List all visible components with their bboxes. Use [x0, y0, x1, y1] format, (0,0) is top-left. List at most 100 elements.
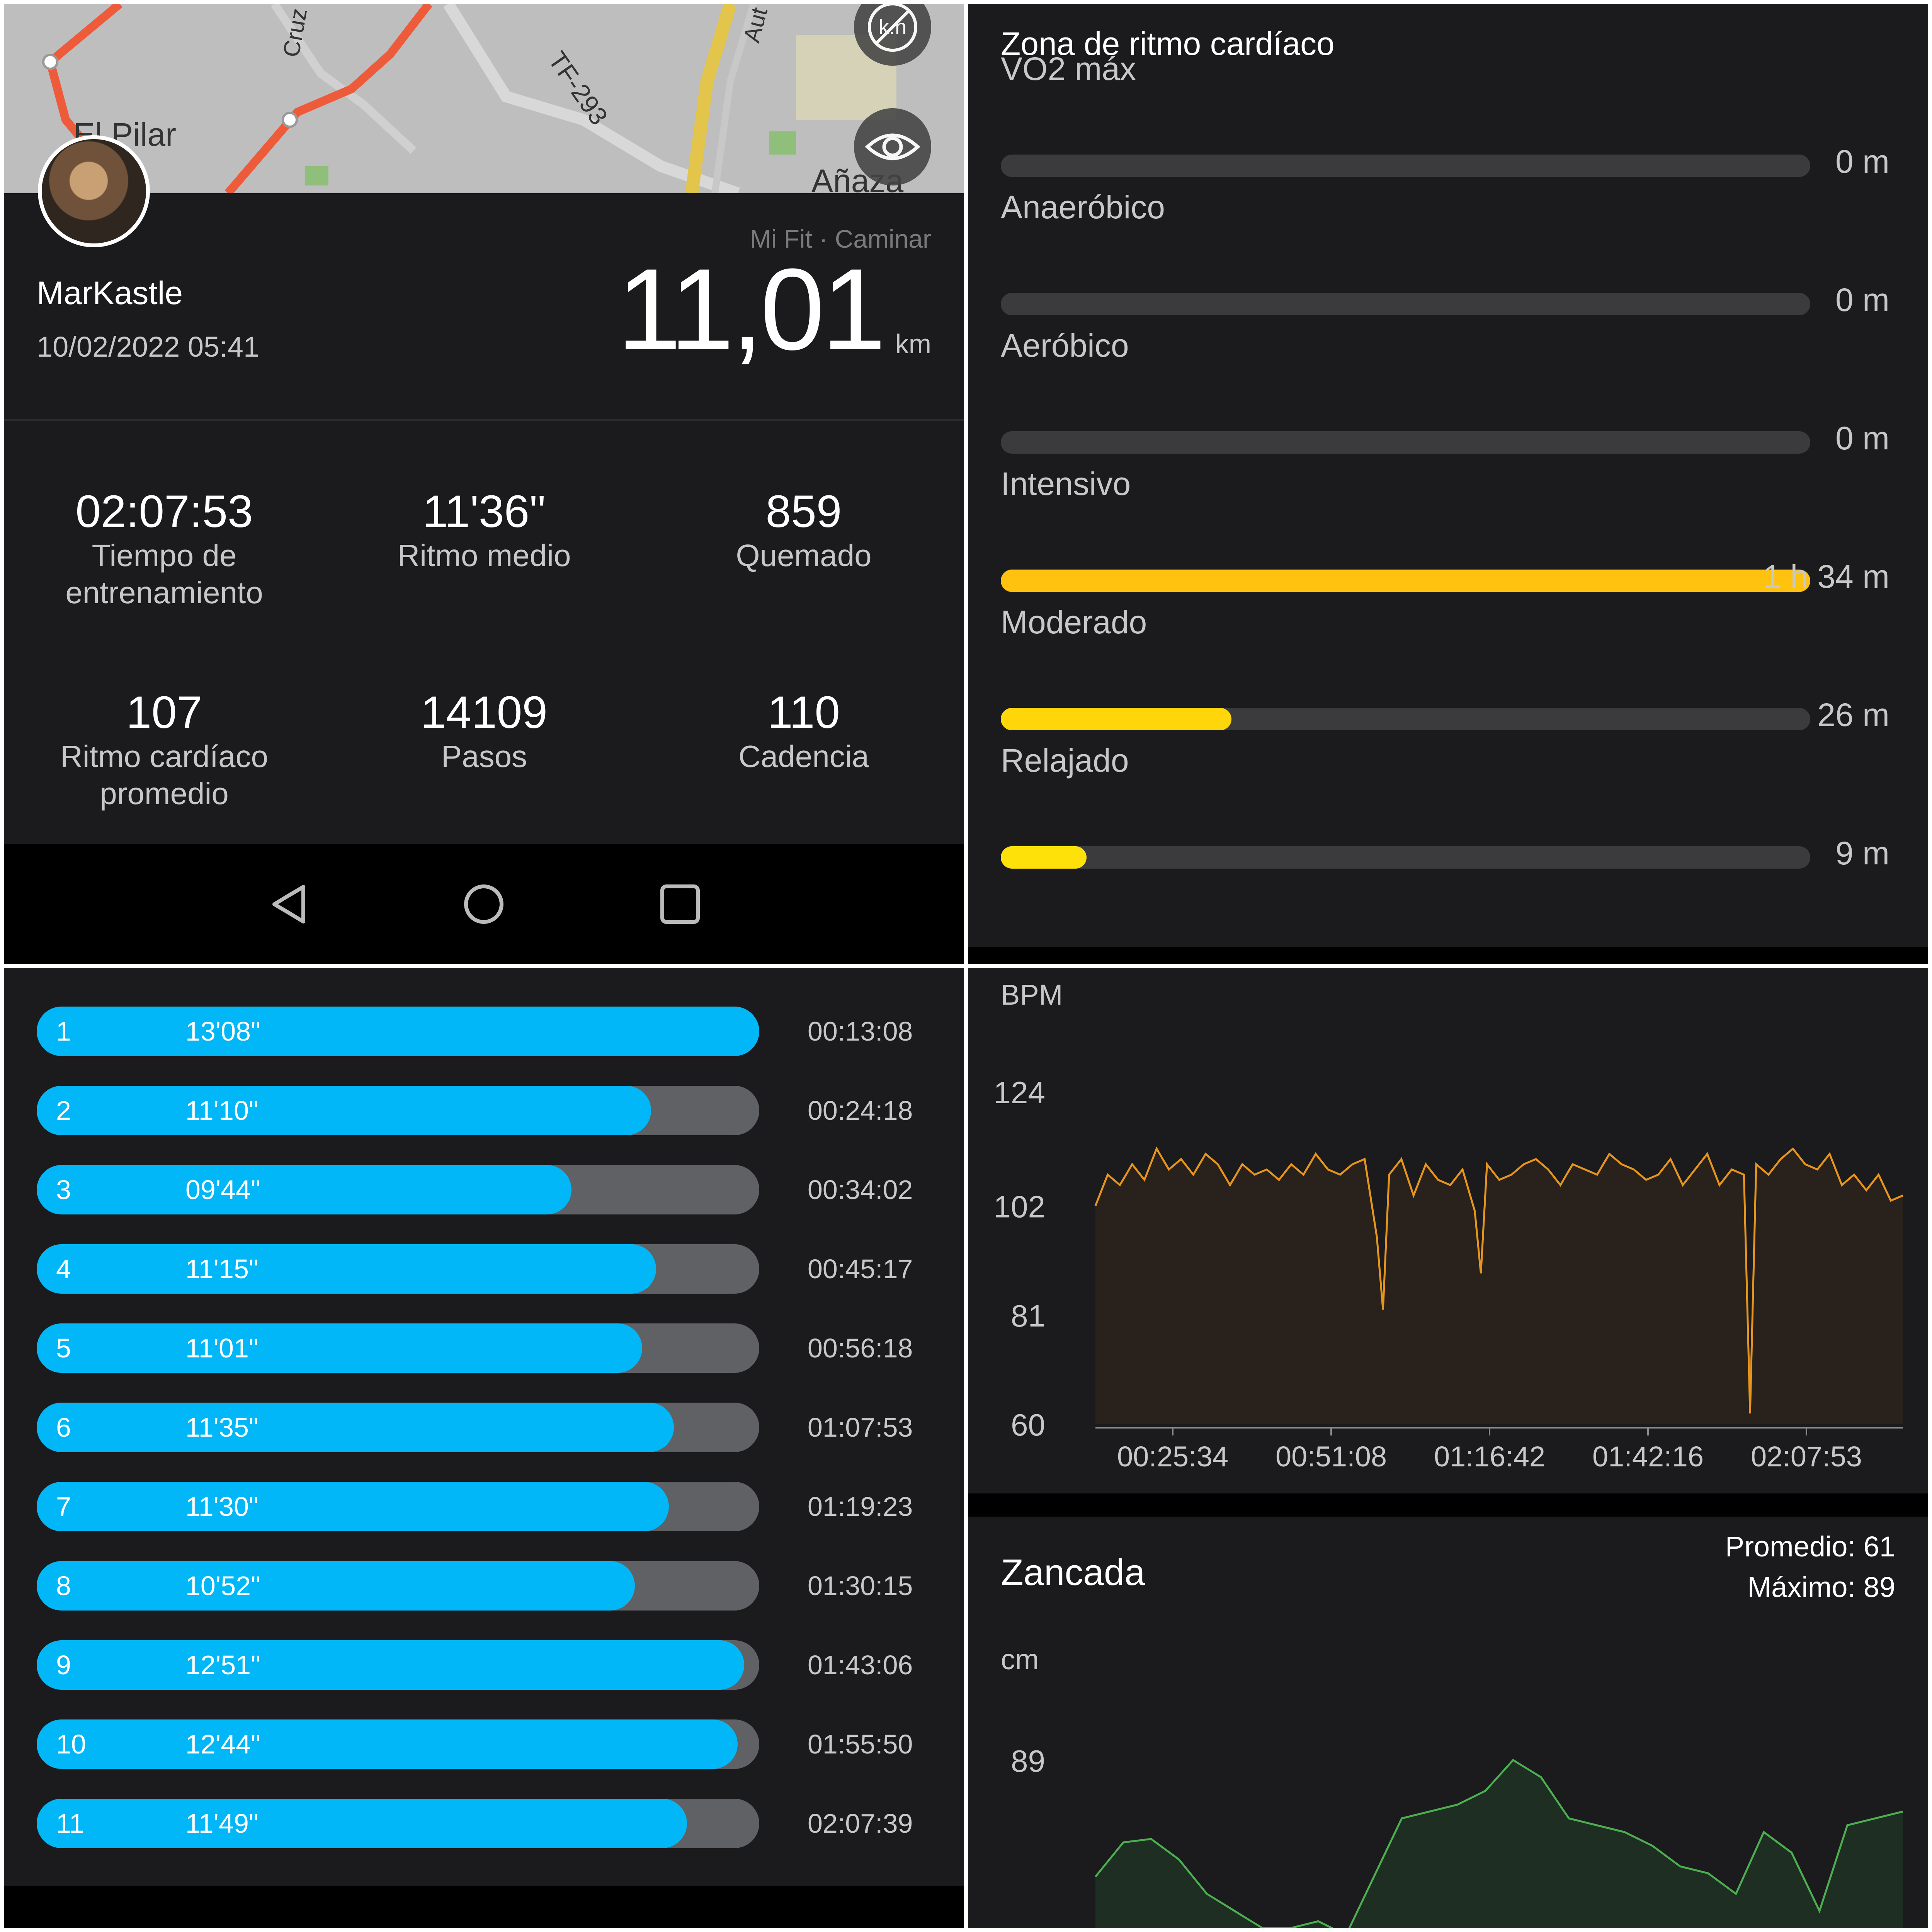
zone-value: 9 m: [1835, 835, 1889, 871]
zone-label: Intensivo: [1001, 466, 1131, 502]
zone-value: 0 m: [1835, 282, 1889, 318]
lap-bar-fill: [37, 1561, 635, 1611]
eye-icon[interactable]: [854, 108, 931, 185]
lap-number: 4: [56, 1254, 71, 1284]
y-tick-label: 89: [1011, 1744, 1045, 1778]
lap-bar[interactable]: 10 12'44": [37, 1719, 759, 1769]
stride-chart: cm 89: [1001, 1643, 1903, 1928]
lap-bar[interactable]: 9 12'51": [37, 1640, 759, 1690]
stat-average-heart-rate: 107 Ritmo cardíaco promedio: [17, 687, 311, 812]
lap-pace: 11'30": [185, 1492, 259, 1522]
lap-bar[interactable]: 5 11'01": [37, 1323, 759, 1373]
zone-fill: [1001, 846, 1087, 869]
zone-track: [1001, 155, 1810, 177]
lap-bar[interactable]: 6 11'35": [37, 1403, 759, 1452]
avatar[interactable]: [38, 135, 150, 247]
x-tick-label: 01:16:42: [1434, 1440, 1545, 1473]
zone-value: 0 m: [1835, 420, 1889, 456]
zone-track: [1001, 846, 1810, 869]
zone-value: 26 m: [1817, 697, 1889, 733]
lap-number: 9: [56, 1650, 71, 1680]
stat-cadence: 110 Cadencia: [657, 687, 951, 775]
stat-steps: 14109 Pasos: [337, 687, 631, 775]
stat-value: 11'36": [422, 486, 546, 537]
stat-average-pace: 11'36" Ritmo medio: [337, 486, 631, 574]
lap-cumulative-time: 01:19:23: [808, 1492, 913, 1522]
stride-average: Promedio: 61: [1725, 1531, 1895, 1563]
lap-bar-fill: [37, 1719, 738, 1769]
lap-cumulative-time: 01:30:15: [808, 1571, 913, 1601]
x-tick-label: 00:51:08: [1276, 1440, 1387, 1473]
stat-label: Pasos: [441, 739, 527, 774]
panel-bottom-strip: [4, 1886, 964, 1928]
lap-pace: 12'44": [185, 1729, 260, 1759]
stride-area-fill: [1095, 1760, 1903, 1928]
zone-label: Moderado: [1001, 604, 1147, 640]
distance-unit: km: [895, 329, 931, 359]
km-toggle-icon[interactable]: k.n: [854, 4, 931, 66]
lap-bar-fill: [37, 1323, 642, 1373]
x-tick-label: 00:25:34: [1117, 1440, 1228, 1473]
zone-label: Aeróbico: [1001, 327, 1129, 364]
lap-pace: 11'15": [185, 1254, 259, 1284]
charts-panel: BPM 124 102 81 60 00:25:34 00:51:08 01:16:42 01…: [968, 968, 1928, 1928]
lap-bar[interactable]: 2 11'10": [37, 1086, 759, 1135]
lap-bar[interactable]: 8 10'52": [37, 1561, 759, 1611]
lap-bar[interactable]: 4 11'15": [37, 1244, 759, 1294]
lap-cumulative-time: 00:56:18: [808, 1333, 913, 1363]
stat-label: Tiempo de: [92, 538, 237, 573]
heart-rate-chart: BPM 124 102 81 60 00:25:34 00:51:08 01:16:42 01…: [994, 979, 1903, 1473]
lap-bar-fill: [37, 1482, 669, 1531]
lap-bar-fill: [37, 1165, 571, 1214]
x-tick-label: 01:42:16: [1592, 1440, 1704, 1473]
x-tick-label: 02:07:53: [1751, 1440, 1862, 1473]
lap-cumulative-time: 01:55:50: [808, 1729, 913, 1759]
stat-value: 107: [126, 687, 202, 738]
lap-bar-fill: [37, 1403, 674, 1452]
lap-number: 11: [56, 1808, 84, 1838]
lap-bar-fill: [37, 1799, 687, 1848]
stat-calories: 859 Quemado: [657, 486, 951, 574]
lap-pace: 11'49": [185, 1808, 259, 1838]
hr-series-line: [1094, 1146, 1903, 1414]
stat-training-time: 02:07:53 Tiempo de entrenamiento: [17, 486, 311, 611]
y-tick-label: 124: [994, 1075, 1045, 1110]
stat-label: Ritmo medio: [397, 538, 571, 573]
hr-zones-title: Zona de ritmo cardíaco: [1001, 26, 1335, 62]
route-map[interactable]: El Pilar TF-293 Añaza Cruz Aut k.n: [4, 4, 964, 193]
stat-value: 110: [767, 687, 840, 738]
lap-pace: 11'35": [185, 1412, 259, 1442]
lap-number: 10: [56, 1729, 86, 1759]
zone-track: [1001, 293, 1810, 315]
zone-track: [1001, 570, 1810, 592]
zone-value: 1 h 34 m: [1763, 558, 1889, 595]
lap-number: 2: [56, 1095, 71, 1126]
lap-number: 1: [56, 1016, 71, 1046]
stat-value: 02:07:53: [75, 486, 253, 537]
lap-cumulative-time: 01:07:53: [808, 1412, 913, 1442]
panel-bottom-strip: [968, 947, 1928, 964]
heart-rate-zones-panel: Zona de ritmo cardíaco VO2 máx 0 m Anaerób…: [968, 4, 1928, 964]
y-tick-label: 81: [1011, 1299, 1045, 1333]
home-icon[interactable]: [461, 881, 507, 927]
zone-label: Anaeróbico: [1001, 189, 1165, 225]
lap-number: 3: [56, 1175, 71, 1205]
lap-cumulative-time: 00:13:08: [808, 1016, 913, 1046]
stat-label: entrenamiento: [65, 575, 263, 610]
lap-bar[interactable]: 1 13'08": [37, 1007, 759, 1056]
lap-bar-fill: [37, 1640, 744, 1690]
back-icon[interactable]: [267, 881, 313, 927]
section-divider: [968, 1493, 1928, 1517]
stat-label: Cadencia: [738, 739, 869, 774]
stride-series-line: [1095, 1759, 1903, 1928]
stride-title: Zancada: [1001, 1552, 1145, 1593]
lap-bar[interactable]: 7 11'30": [37, 1482, 759, 1531]
lap-pace: 11'10": [185, 1095, 259, 1126]
lap-bar[interactable]: 11 11'49": [37, 1799, 759, 1848]
lap-pace: 12'51": [185, 1650, 260, 1680]
lap-bar[interactable]: 3 09'44": [37, 1165, 759, 1214]
lap-bar-fill: [37, 1086, 651, 1135]
lap-number: 7: [56, 1492, 71, 1522]
route-map-graphics: [4, 4, 964, 193]
recents-icon[interactable]: [657, 881, 703, 927]
